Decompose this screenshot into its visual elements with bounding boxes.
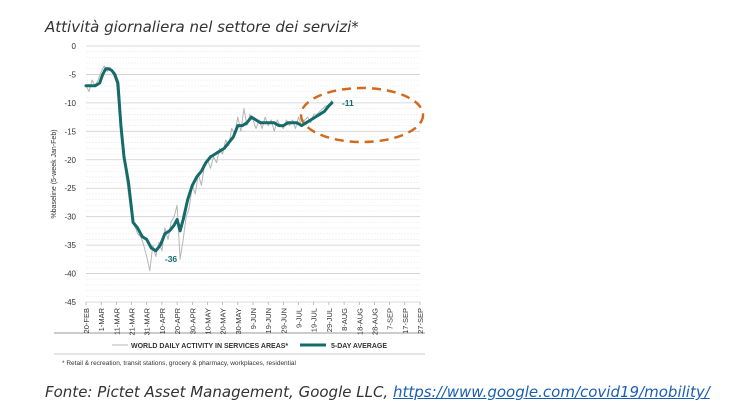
x-tick-label: 31-MAR	[143, 307, 152, 335]
grid-lines	[86, 45, 420, 303]
x-tick-label: 10-APR	[158, 307, 167, 334]
x-tick-label: 10-MAY	[203, 308, 212, 335]
x-tick-label: 8-AUG	[340, 308, 349, 331]
x-tick-label: 19-JUL	[310, 308, 319, 332]
x-tick-label: 1-MAR	[97, 307, 106, 331]
y-tick-label: -10	[64, 99, 76, 108]
x-tick-label: 28-AUG	[370, 308, 379, 335]
y-tick-label: -20	[64, 156, 76, 165]
x-tick-label: 17-SEP	[401, 308, 410, 334]
source-line: Fonte: Pictet Asset Management, Google L…	[45, 383, 710, 401]
x-tick-label: 20-MAY	[219, 308, 228, 335]
legend: WORLD DAILY ACTIVITY IN SERVICES AREAS* …	[112, 343, 387, 350]
page-title: Attività giornaliera nel settore dei ser…	[45, 18, 359, 36]
x-axis: 20-FEB 1-MAR 11-MAR 21-MAR 31-MAR 10-APR 20-AP…	[82, 302, 425, 336]
source-text: Fonte: Pictet Asset Management, Google L…	[45, 383, 393, 401]
annotation-label: -36	[165, 254, 178, 264]
chart-figure: 0 -5 -10 -15 -20 -25 -30 -35 -40 -45 20-FEB 1-MAR 1…	[40, 36, 440, 376]
series-lines	[84, 65, 334, 272]
legend-label-average: 5-DAY AVERAGE	[331, 343, 387, 350]
y-tick-label: -35	[64, 241, 76, 250]
x-tick-label: 9-JUN	[249, 308, 258, 329]
x-tick-label: 20-FEB	[82, 308, 91, 333]
y-tick-label: 0	[72, 42, 77, 51]
y-tick-label: -45	[64, 298, 76, 307]
y-axis: 0 -5 -10 -15 -20 -25 -30 -35 -40 -45	[64, 42, 76, 307]
y-tick-label: -40	[64, 270, 76, 279]
series-line-daily	[85, 65, 333, 272]
legend-label-daily: WORLD DAILY ACTIVITY IN SERVICES AREAS*	[131, 343, 288, 350]
y-axis-label: %baseline (5-week Jan-Feb)	[51, 129, 58, 218]
x-tick-label: 21-MAR	[128, 307, 137, 335]
y-tick-label: -5	[69, 70, 77, 79]
annotation-label: -11	[342, 98, 354, 108]
highlight-ellipse	[299, 86, 425, 144]
x-tick-label: 30-MAY	[234, 308, 243, 335]
x-tick-label: 30-APR	[188, 307, 197, 334]
x-tick-label: 9-JUL	[295, 308, 304, 328]
x-tick-label: 19-JUN	[264, 308, 273, 333]
y-tick-label: -25	[64, 184, 76, 193]
line-chart: 0 -5 -10 -15 -20 -25 -30 -35 -40 -45 20-FEB 1-MAR 1…	[51, 42, 425, 367]
chart-footnote: * Retail & recreation, transit stations,…	[62, 360, 297, 367]
x-tick-label: 18-AUG	[355, 308, 364, 335]
x-tick-label: 7-SEP	[386, 308, 395, 330]
x-tick-label: 11-MAR	[112, 307, 121, 335]
x-tick-label: 29-JUL	[325, 308, 334, 332]
source-link[interactable]: https://www.google.com/covid19/mobility/	[392, 383, 710, 401]
annotations: -36 -11	[165, 98, 354, 264]
x-tick-label: 27-SEP	[416, 308, 425, 334]
y-tick-label: -15	[64, 127, 76, 136]
x-tick-label: 29-JUN	[279, 308, 288, 333]
x-tick-label: 20-APR	[173, 307, 182, 334]
y-tick-label: -30	[64, 213, 76, 222]
series-line-average	[84, 67, 334, 253]
